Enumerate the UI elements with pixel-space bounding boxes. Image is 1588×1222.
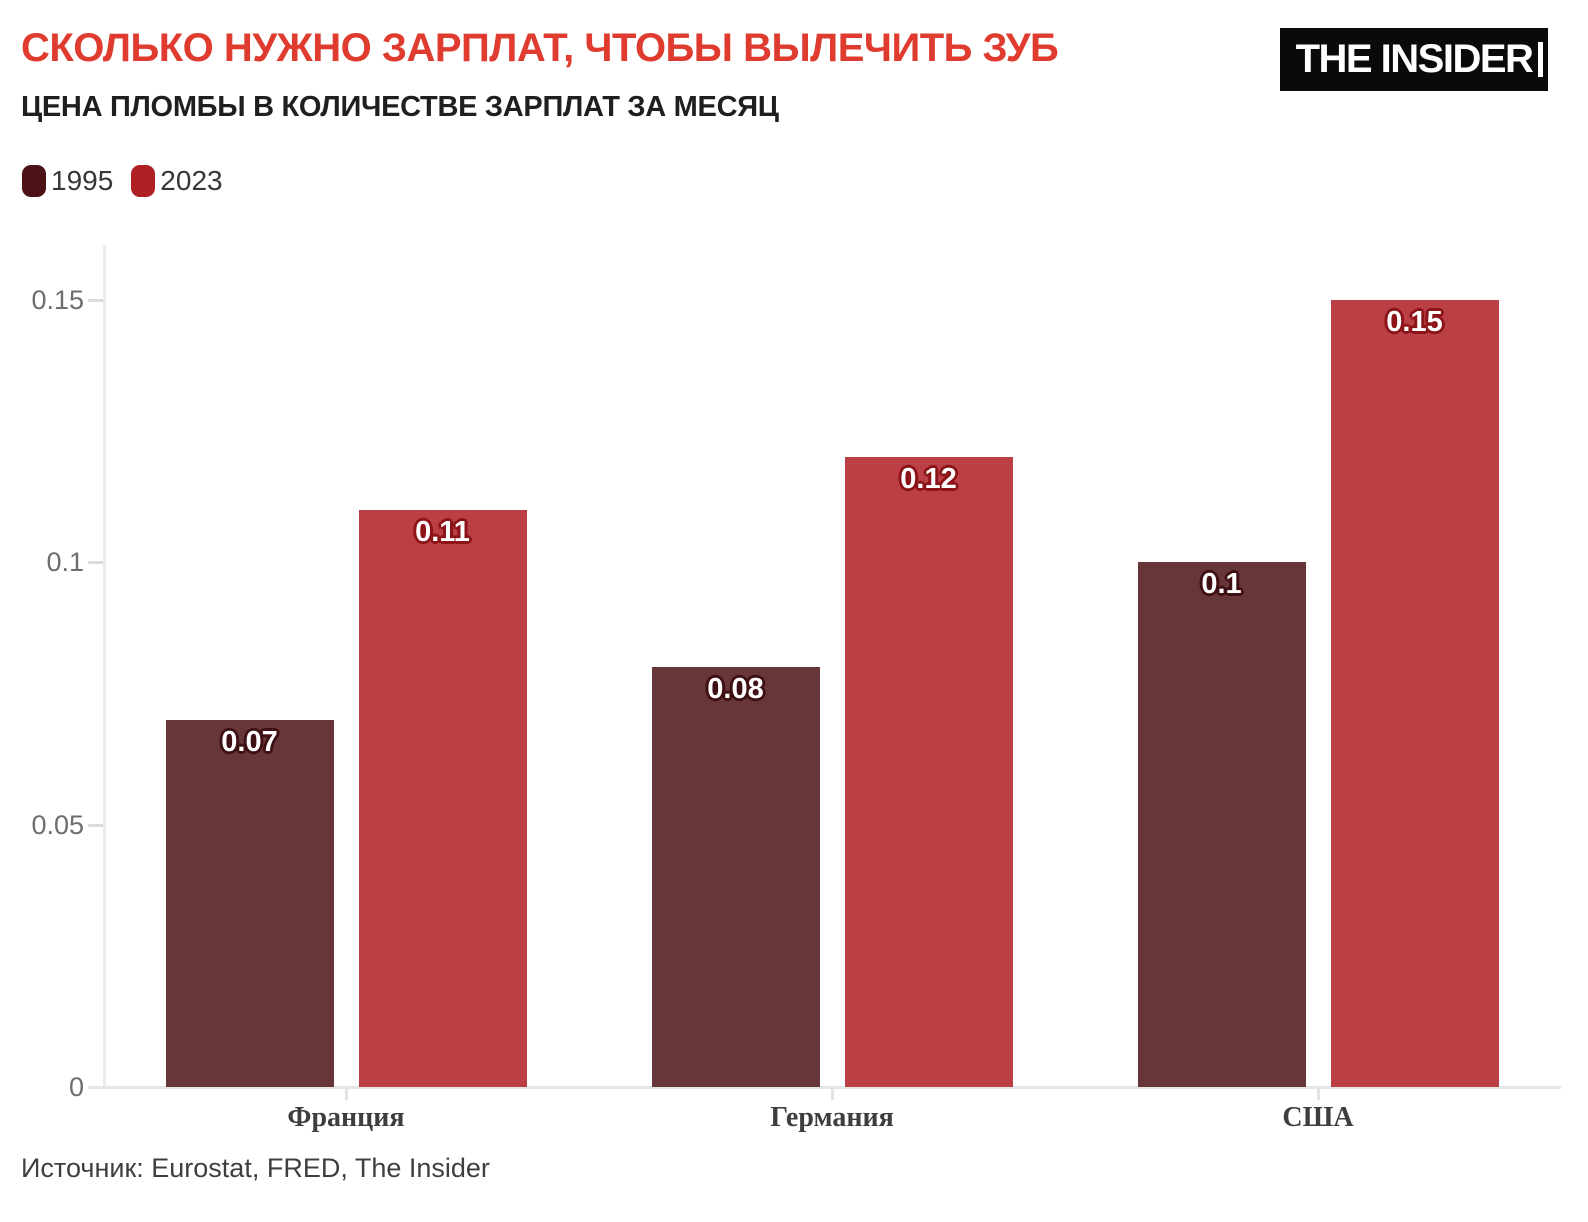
page-subtitle: ЦЕНА ПЛОМБЫ В КОЛИЧЕСТВЕ ЗАРПЛАТ ЗА МЕСЯ… xyxy=(21,91,779,123)
x-tick-Франция xyxy=(344,1087,348,1100)
x-tick-Германия xyxy=(830,1087,834,1100)
the-insider-logo: THE INSIDER xyxy=(1280,28,1548,91)
bar-1995-Франция: 0.07 xyxy=(165,719,334,1087)
bar-value-label-2023-Франция: 0.11 xyxy=(415,515,470,548)
y-axis-label-0: 0 xyxy=(68,1072,84,1102)
logo-text: THE INSIDER xyxy=(1295,37,1534,81)
bar-value-label-2023-США: 0.15 xyxy=(1386,306,1443,338)
logo-cursor-bar xyxy=(1538,42,1543,77)
y-tick-0.1 xyxy=(88,561,103,565)
legend-item-1995: 1995 xyxy=(22,165,113,197)
x-tick-США xyxy=(1316,1087,1320,1100)
bar-1995-Германия: 0.08 xyxy=(651,667,820,1087)
legend-swatch-2023 xyxy=(131,165,156,197)
y-tick-0.15 xyxy=(88,299,103,302)
legend-swatch-1995 xyxy=(22,165,46,197)
bar-value-label-2023-Германия: 0.12 xyxy=(900,463,957,496)
x-baseline xyxy=(88,1086,1561,1089)
bar-2023-Германия: 0.12 xyxy=(844,457,1013,1087)
bar-value-label-1995-Франция: 0.07 xyxy=(221,725,278,758)
legend-item-2023: 2023 xyxy=(131,165,223,197)
legend-label-2023: 2023 xyxy=(160,165,223,196)
y-tick-0.05 xyxy=(88,823,103,827)
x-axis-label-Германия: Германия xyxy=(770,1102,894,1133)
x-axis-label-Франция: Франция xyxy=(287,1102,405,1133)
y-axis-label-0.1: 0.1 xyxy=(46,547,84,578)
source-note: Источник: Eurostat, FRED, The Insider xyxy=(21,1153,490,1183)
y-axis-line xyxy=(103,245,106,1087)
legend-label-1995: 1995 xyxy=(51,165,114,196)
bar-2023-США: 0.15 xyxy=(1330,300,1499,1087)
chart-legend: 1995 2023 xyxy=(22,165,223,197)
bar-2023-Франция: 0.11 xyxy=(358,509,527,1087)
x-axis-label-США: США xyxy=(1282,1102,1354,1133)
y-axis-label-0.15: 0.15 xyxy=(31,285,84,315)
y-axis-label-0.05: 0.05 xyxy=(31,809,84,840)
bar-value-label-1995-США: 0.1 xyxy=(1201,568,1242,601)
bar-value-label-1995-Германия: 0.08 xyxy=(707,673,764,706)
bar-1995-США: 0.1 xyxy=(1137,562,1306,1087)
page-title: СКОЛЬКО НУЖНО ЗАРПЛАТ, ЧТОБЫ ВЫЛЕЧИТЬ ЗУ… xyxy=(21,26,1059,70)
